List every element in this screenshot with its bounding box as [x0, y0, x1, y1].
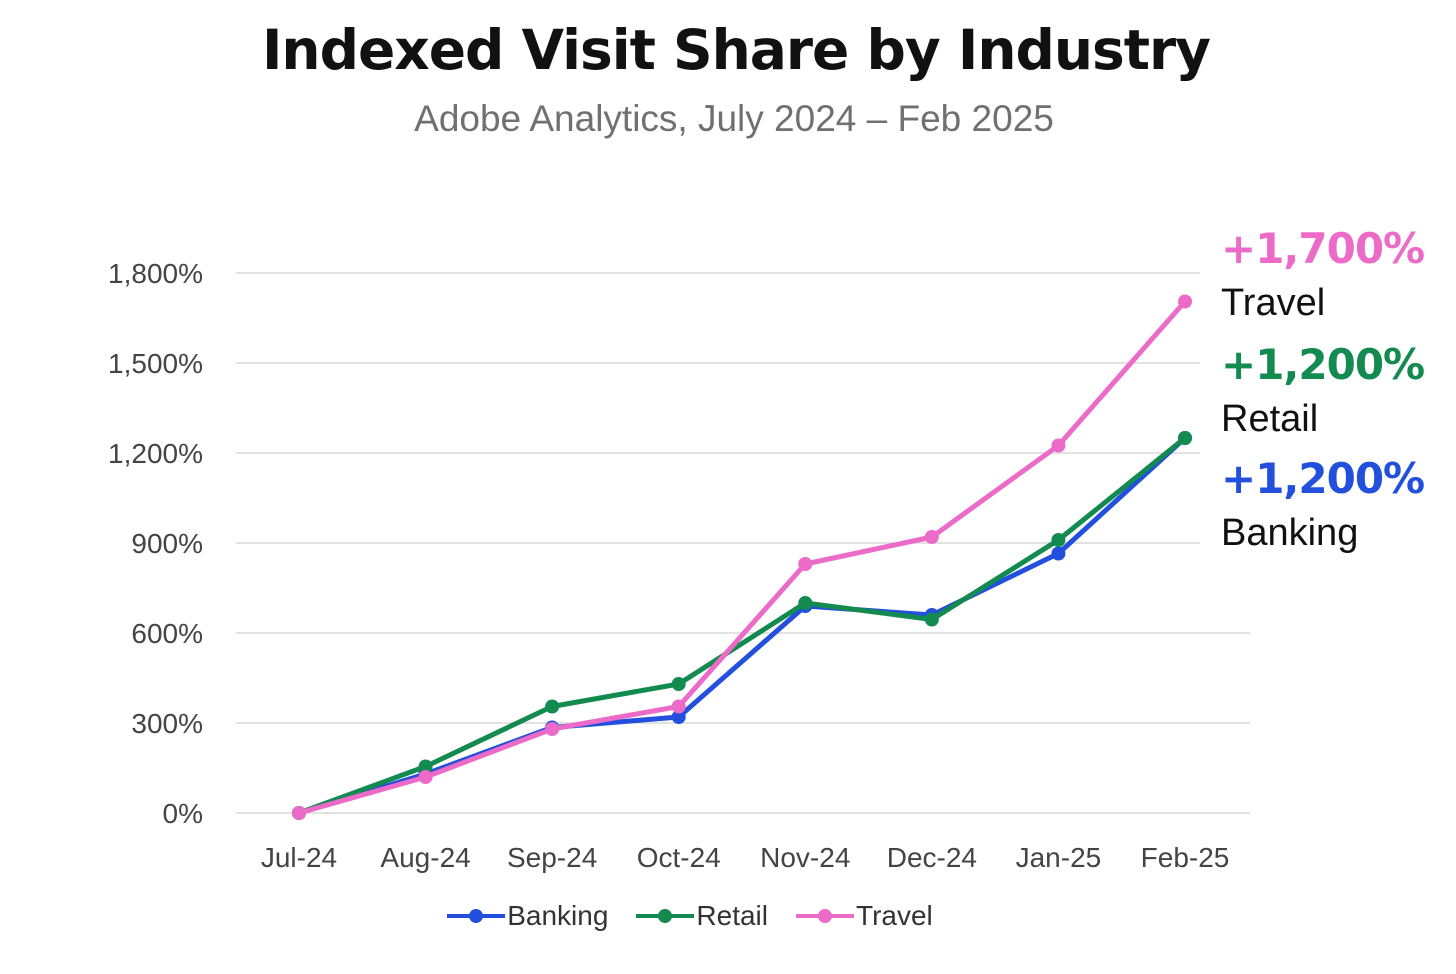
x-tick-label: Feb-25	[1141, 842, 1230, 873]
annotation-retail-value: +1,200%	[1221, 340, 1425, 389]
annotation-travel-value: +1,700%	[1221, 224, 1425, 273]
legend-item-travel[interactable]: Travel	[796, 900, 933, 932]
x-tick-label: Jan-25	[1016, 842, 1102, 873]
data-point-retail	[671, 677, 686, 691]
x-tick-label: Sep-24	[507, 842, 597, 873]
y-tick-label: 900%	[131, 528, 203, 559]
legend-item-retail[interactable]: Retail	[636, 900, 768, 932]
x-tick-label: Nov-24	[760, 842, 850, 873]
data-point-retail	[418, 759, 433, 774]
annotation-retail-name: Retail	[1221, 398, 1319, 440]
y-tick-label: 0%	[163, 798, 203, 829]
data-point-travel	[1051, 438, 1066, 453]
data-point-retail	[1178, 431, 1192, 445]
series-line-retail	[296, 435, 1188, 816]
x-tick-label: Dec-24	[887, 842, 977, 873]
legend-label-travel: Travel	[856, 900, 933, 931]
data-point-travel	[1178, 294, 1192, 309]
annotation-travel-name: Travel	[1221, 282, 1326, 324]
legend-label-banking: Banking	[507, 900, 609, 931]
data-point-travel	[671, 699, 686, 714]
legend-swatch-retail	[636, 901, 695, 931]
data-point-travel	[924, 530, 939, 544]
data-point-travel	[545, 722, 560, 736]
data-point-retail	[798, 596, 813, 610]
x-tick-label: Jul-24	[261, 842, 337, 873]
series-line-banking	[296, 435, 1188, 816]
chart-subtitle: Adobe Analytics, July 2024 – Feb 2025	[414, 98, 1054, 139]
y-tick-label: 300%	[131, 708, 203, 739]
y-tick-label: 1,200%	[108, 438, 203, 469]
data-point-banking	[1051, 546, 1066, 561]
legend-item-banking[interactable]: Banking	[447, 900, 608, 932]
data-point-retail	[545, 699, 560, 714]
annotation-banking-name: Banking	[1221, 512, 1359, 554]
legend-swatch-banking	[447, 901, 506, 931]
annotation-travel: +1,700% Travel	[1221, 224, 1425, 324]
y-tick-label: 1,800%	[108, 258, 203, 289]
data-point-banking	[671, 710, 686, 724]
annotation-banking-value: +1,200%	[1221, 454, 1425, 503]
data-point-retail	[924, 612, 939, 627]
data-point-retail	[1051, 533, 1066, 547]
x-tick-label: Aug-24	[380, 842, 470, 873]
legend-swatch-travel	[796, 901, 854, 931]
series-line-travel	[296, 299, 1188, 816]
y-tick-label: 600%	[131, 618, 203, 649]
chart-legend: Banking Retail Travel	[0, 900, 1380, 932]
annotation-retail: +1,200% Retail	[1221, 340, 1425, 440]
chart-title: Indexed Visit Share by Industry	[261, 18, 1211, 82]
data-point-travel	[418, 770, 433, 784]
data-point-travel	[798, 557, 813, 571]
x-tick-label: Oct-24	[637, 842, 721, 873]
legend-label-retail: Retail	[696, 900, 768, 931]
annotation-banking: +1,200% Banking	[1221, 454, 1425, 554]
data-point-travel	[292, 806, 306, 820]
y-tick-label: 1,500%	[108, 348, 203, 379]
